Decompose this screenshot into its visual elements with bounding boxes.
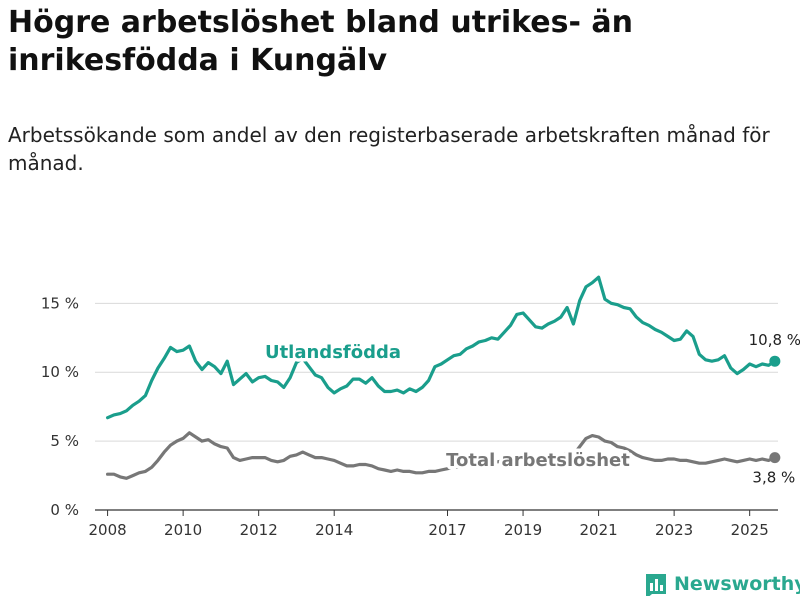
x-tick-label: 2014 — [315, 521, 353, 539]
end-value-label: 10,8 % — [749, 331, 800, 349]
chart-title: Högre arbetslöshet bland utrikes- än inr… — [8, 5, 633, 78]
series-line-utlandsfodda — [106, 275, 777, 420]
x-tick-label: 2021 — [580, 521, 618, 539]
series-label-total: Total arbetslöshet — [446, 450, 630, 471]
y-tick-label: 15 % — [41, 294, 79, 312]
y-tick-label: 5 % — [50, 432, 79, 450]
series-end-point — [769, 355, 781, 367]
series-label-utlandsfodda: Utlandsfödda — [265, 342, 401, 363]
series-line-total — [106, 431, 777, 480]
y-tick-label: 10 % — [41, 363, 79, 381]
x-tick-label: 2023 — [655, 521, 693, 539]
newsworthy-logo[interactable]: Newsworthy — [644, 568, 800, 600]
x-tick-label: 2017 — [428, 521, 466, 539]
brand-name: Newsworthy — [674, 573, 800, 595]
end-value-label: 3,8 % — [752, 469, 795, 487]
x-tick-label: 2012 — [240, 521, 278, 539]
x-tick-label: 2010 — [164, 521, 202, 539]
bar-chart-logo-icon — [646, 574, 666, 596]
x-tick-label: 2025 — [731, 521, 769, 539]
y-tick-label: 0 % — [50, 501, 79, 519]
x-tick-label: 2008 — [88, 521, 126, 539]
x-tick-label: 2019 — [504, 521, 542, 539]
chart-subtitle: Arbetssökande som andel av den registerb… — [8, 123, 770, 175]
series-end-point — [769, 452, 781, 464]
